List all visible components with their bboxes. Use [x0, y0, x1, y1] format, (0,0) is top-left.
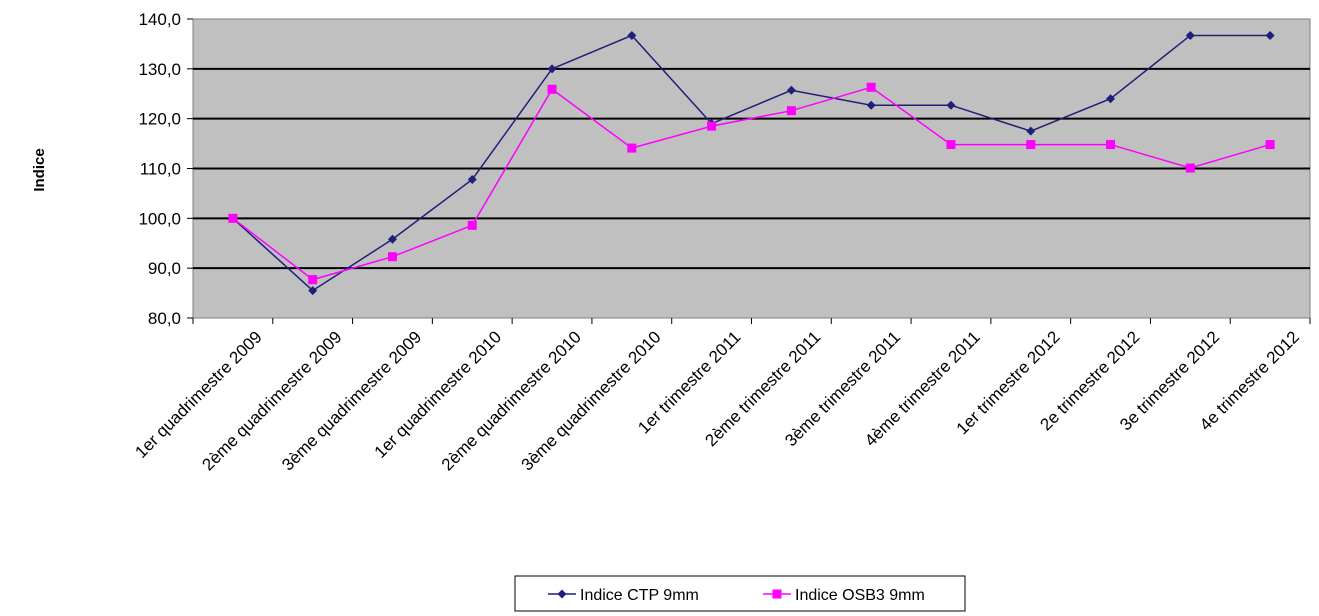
legend: Indice CTP 9mm Indice OSB3 9mm [514, 575, 966, 612]
legend-marker [557, 589, 567, 599]
data-point [1185, 163, 1195, 173]
data-point [1185, 30, 1195, 40]
x-tick-label: 1er quadrimestre 2009 [131, 327, 265, 461]
data-point [786, 106, 796, 116]
legend-label: Indice CTP 9mm [580, 587, 699, 604]
data-point [707, 121, 717, 131]
data-point [1265, 30, 1275, 40]
x-tick-label: 2ème quadrimestre 2010 [438, 327, 585, 474]
y-tick-label: 140,0 [138, 10, 181, 29]
data-point [308, 275, 318, 285]
series-2 [228, 82, 1275, 285]
y-tick-label: 110,0 [140, 160, 181, 179]
y-tick-label: 100,0 [138, 209, 181, 228]
data-point [866, 100, 876, 110]
y-tick-label: 130,0 [138, 60, 181, 79]
data-point [467, 220, 477, 230]
data-point [786, 85, 796, 95]
data-point [387, 252, 397, 262]
data-point [1026, 140, 1036, 150]
legend-items: Indice CTP 9mm Indice OSB3 9mm [548, 587, 925, 604]
x-tick-label: 3ème quadrimestre 2010 [518, 327, 665, 474]
y-tick-label: 80,0 [148, 309, 181, 328]
legend-label: Indice OSB3 9mm [795, 587, 925, 604]
data-point [627, 143, 637, 153]
series-line [232, 86, 1271, 281]
y-axis-ticks: 80,0 90,0 100,0 110,0 120,0 130,0 140,0 [138, 10, 193, 328]
data-point [547, 84, 557, 94]
data-point [1106, 94, 1116, 104]
data-point [946, 100, 956, 110]
data-point [387, 234, 397, 244]
series-line [232, 34, 1271, 292]
y-axis-label: Indice [31, 148, 48, 191]
data-point [228, 213, 238, 223]
data-point [1265, 140, 1275, 150]
y-tick-label: 90,0 [148, 259, 181, 278]
data-point [1026, 126, 1036, 136]
data-point [1106, 140, 1116, 150]
legend-marker [772, 589, 782, 599]
series-layer [228, 30, 1275, 296]
data-point [547, 64, 557, 74]
data-point [946, 140, 956, 150]
gridlines [193, 67, 1310, 270]
data-point [308, 286, 318, 296]
y-tick-label: 120,0 [138, 110, 181, 129]
legend-box [514, 575, 966, 612]
data-point [627, 30, 637, 40]
data-point [866, 82, 876, 92]
data-point [467, 174, 477, 184]
x-tick-label: 3ème quadrimestre 2009 [278, 327, 425, 474]
x-tick-label: 2ème quadrimestre 2009 [198, 327, 345, 474]
